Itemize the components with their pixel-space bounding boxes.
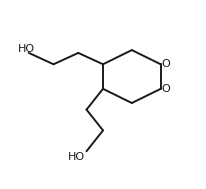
Text: HO: HO — [18, 44, 35, 54]
Text: O: O — [162, 59, 170, 69]
Text: O: O — [162, 84, 170, 94]
Text: HO: HO — [68, 152, 85, 162]
